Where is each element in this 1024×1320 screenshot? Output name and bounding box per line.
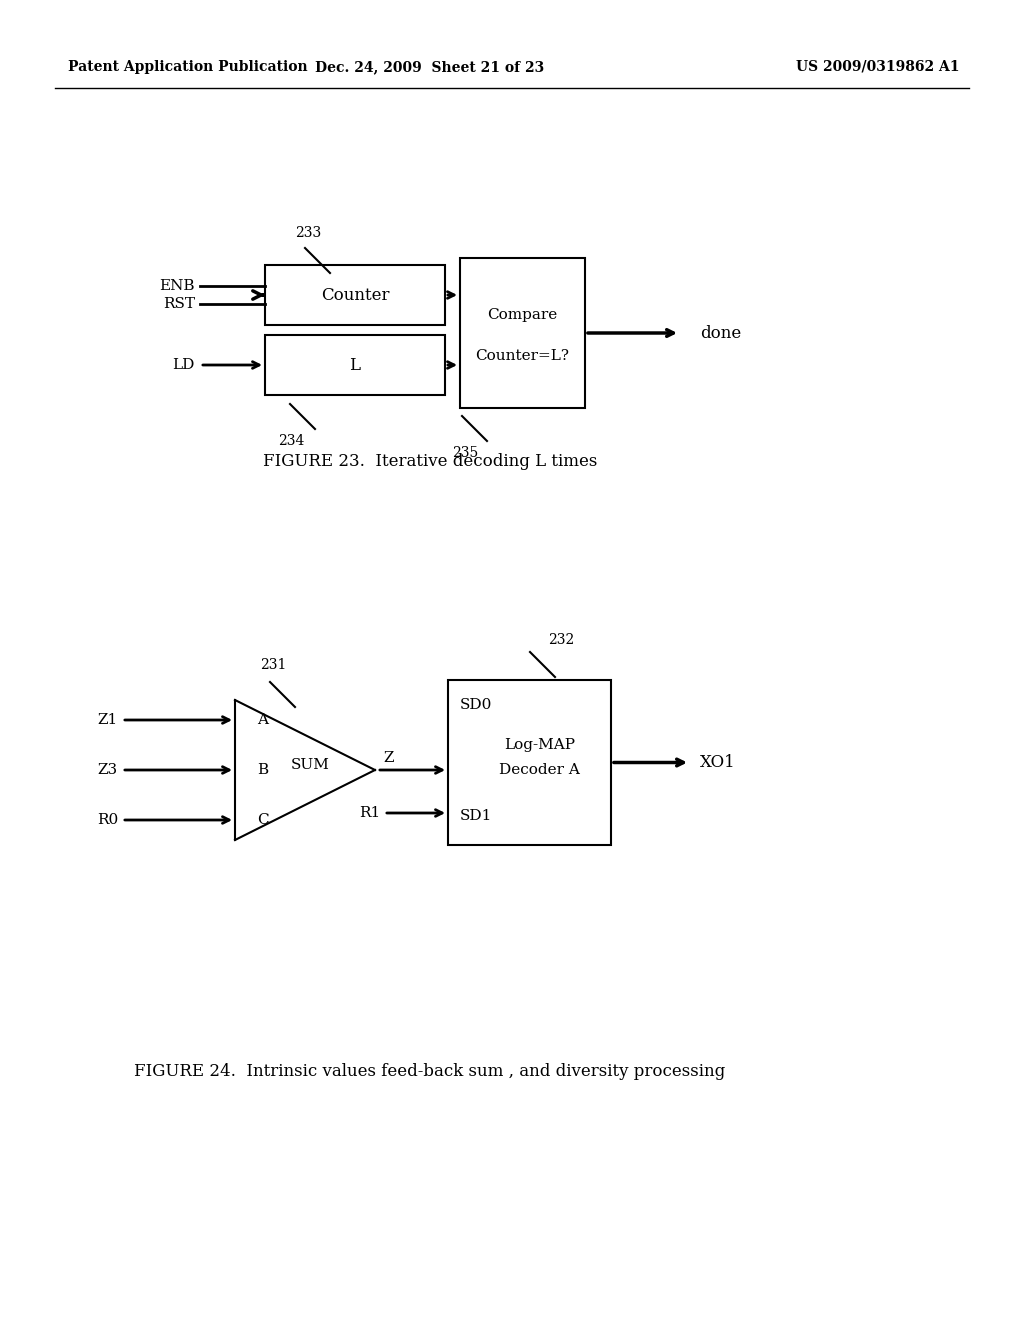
Text: 231: 231 <box>260 657 287 672</box>
Text: Log-MAP: Log-MAP <box>504 738 575 751</box>
Text: Counter=L?: Counter=L? <box>475 348 569 363</box>
Text: RST: RST <box>163 297 195 312</box>
Text: R0: R0 <box>96 813 118 828</box>
Text: Dec. 24, 2009  Sheet 21 of 23: Dec. 24, 2009 Sheet 21 of 23 <box>315 59 545 74</box>
Text: Counter: Counter <box>321 286 389 304</box>
Text: FIGURE 24.  Intrinsic values feed-back sum , and diversity processing: FIGURE 24. Intrinsic values feed-back su… <box>134 1064 726 1081</box>
Text: SD1: SD1 <box>460 809 493 822</box>
Text: 235: 235 <box>452 446 478 459</box>
Text: SD0: SD0 <box>460 698 493 711</box>
Bar <box>265 265 445 325</box>
Text: Compare: Compare <box>487 308 558 322</box>
Text: US 2009/0319862 A1: US 2009/0319862 A1 <box>797 59 961 74</box>
Text: Z3: Z3 <box>98 763 118 777</box>
Text: Z: Z <box>383 751 393 766</box>
Text: done: done <box>700 325 741 342</box>
Text: 233: 233 <box>295 226 322 240</box>
Text: LD: LD <box>173 358 195 372</box>
Text: A: A <box>257 713 268 727</box>
Text: R1: R1 <box>358 807 380 820</box>
Bar <box>449 680 611 845</box>
Text: SUM: SUM <box>291 758 330 772</box>
Text: 232: 232 <box>548 634 574 647</box>
Text: Z1: Z1 <box>97 713 118 727</box>
Text: C: C <box>257 813 268 828</box>
Text: FIGURE 23.  Iterative decoding L times: FIGURE 23. Iterative decoding L times <box>263 454 597 470</box>
Text: Patent Application Publication: Patent Application Publication <box>68 59 307 74</box>
Text: B: B <box>257 763 268 777</box>
Text: L: L <box>349 356 360 374</box>
Text: Decoder A: Decoder A <box>499 763 580 777</box>
Text: ENB: ENB <box>160 279 195 293</box>
Bar <box>460 257 585 408</box>
Text: XO1: XO1 <box>700 754 736 771</box>
Bar <box>265 335 445 395</box>
Text: 234: 234 <box>278 434 304 447</box>
